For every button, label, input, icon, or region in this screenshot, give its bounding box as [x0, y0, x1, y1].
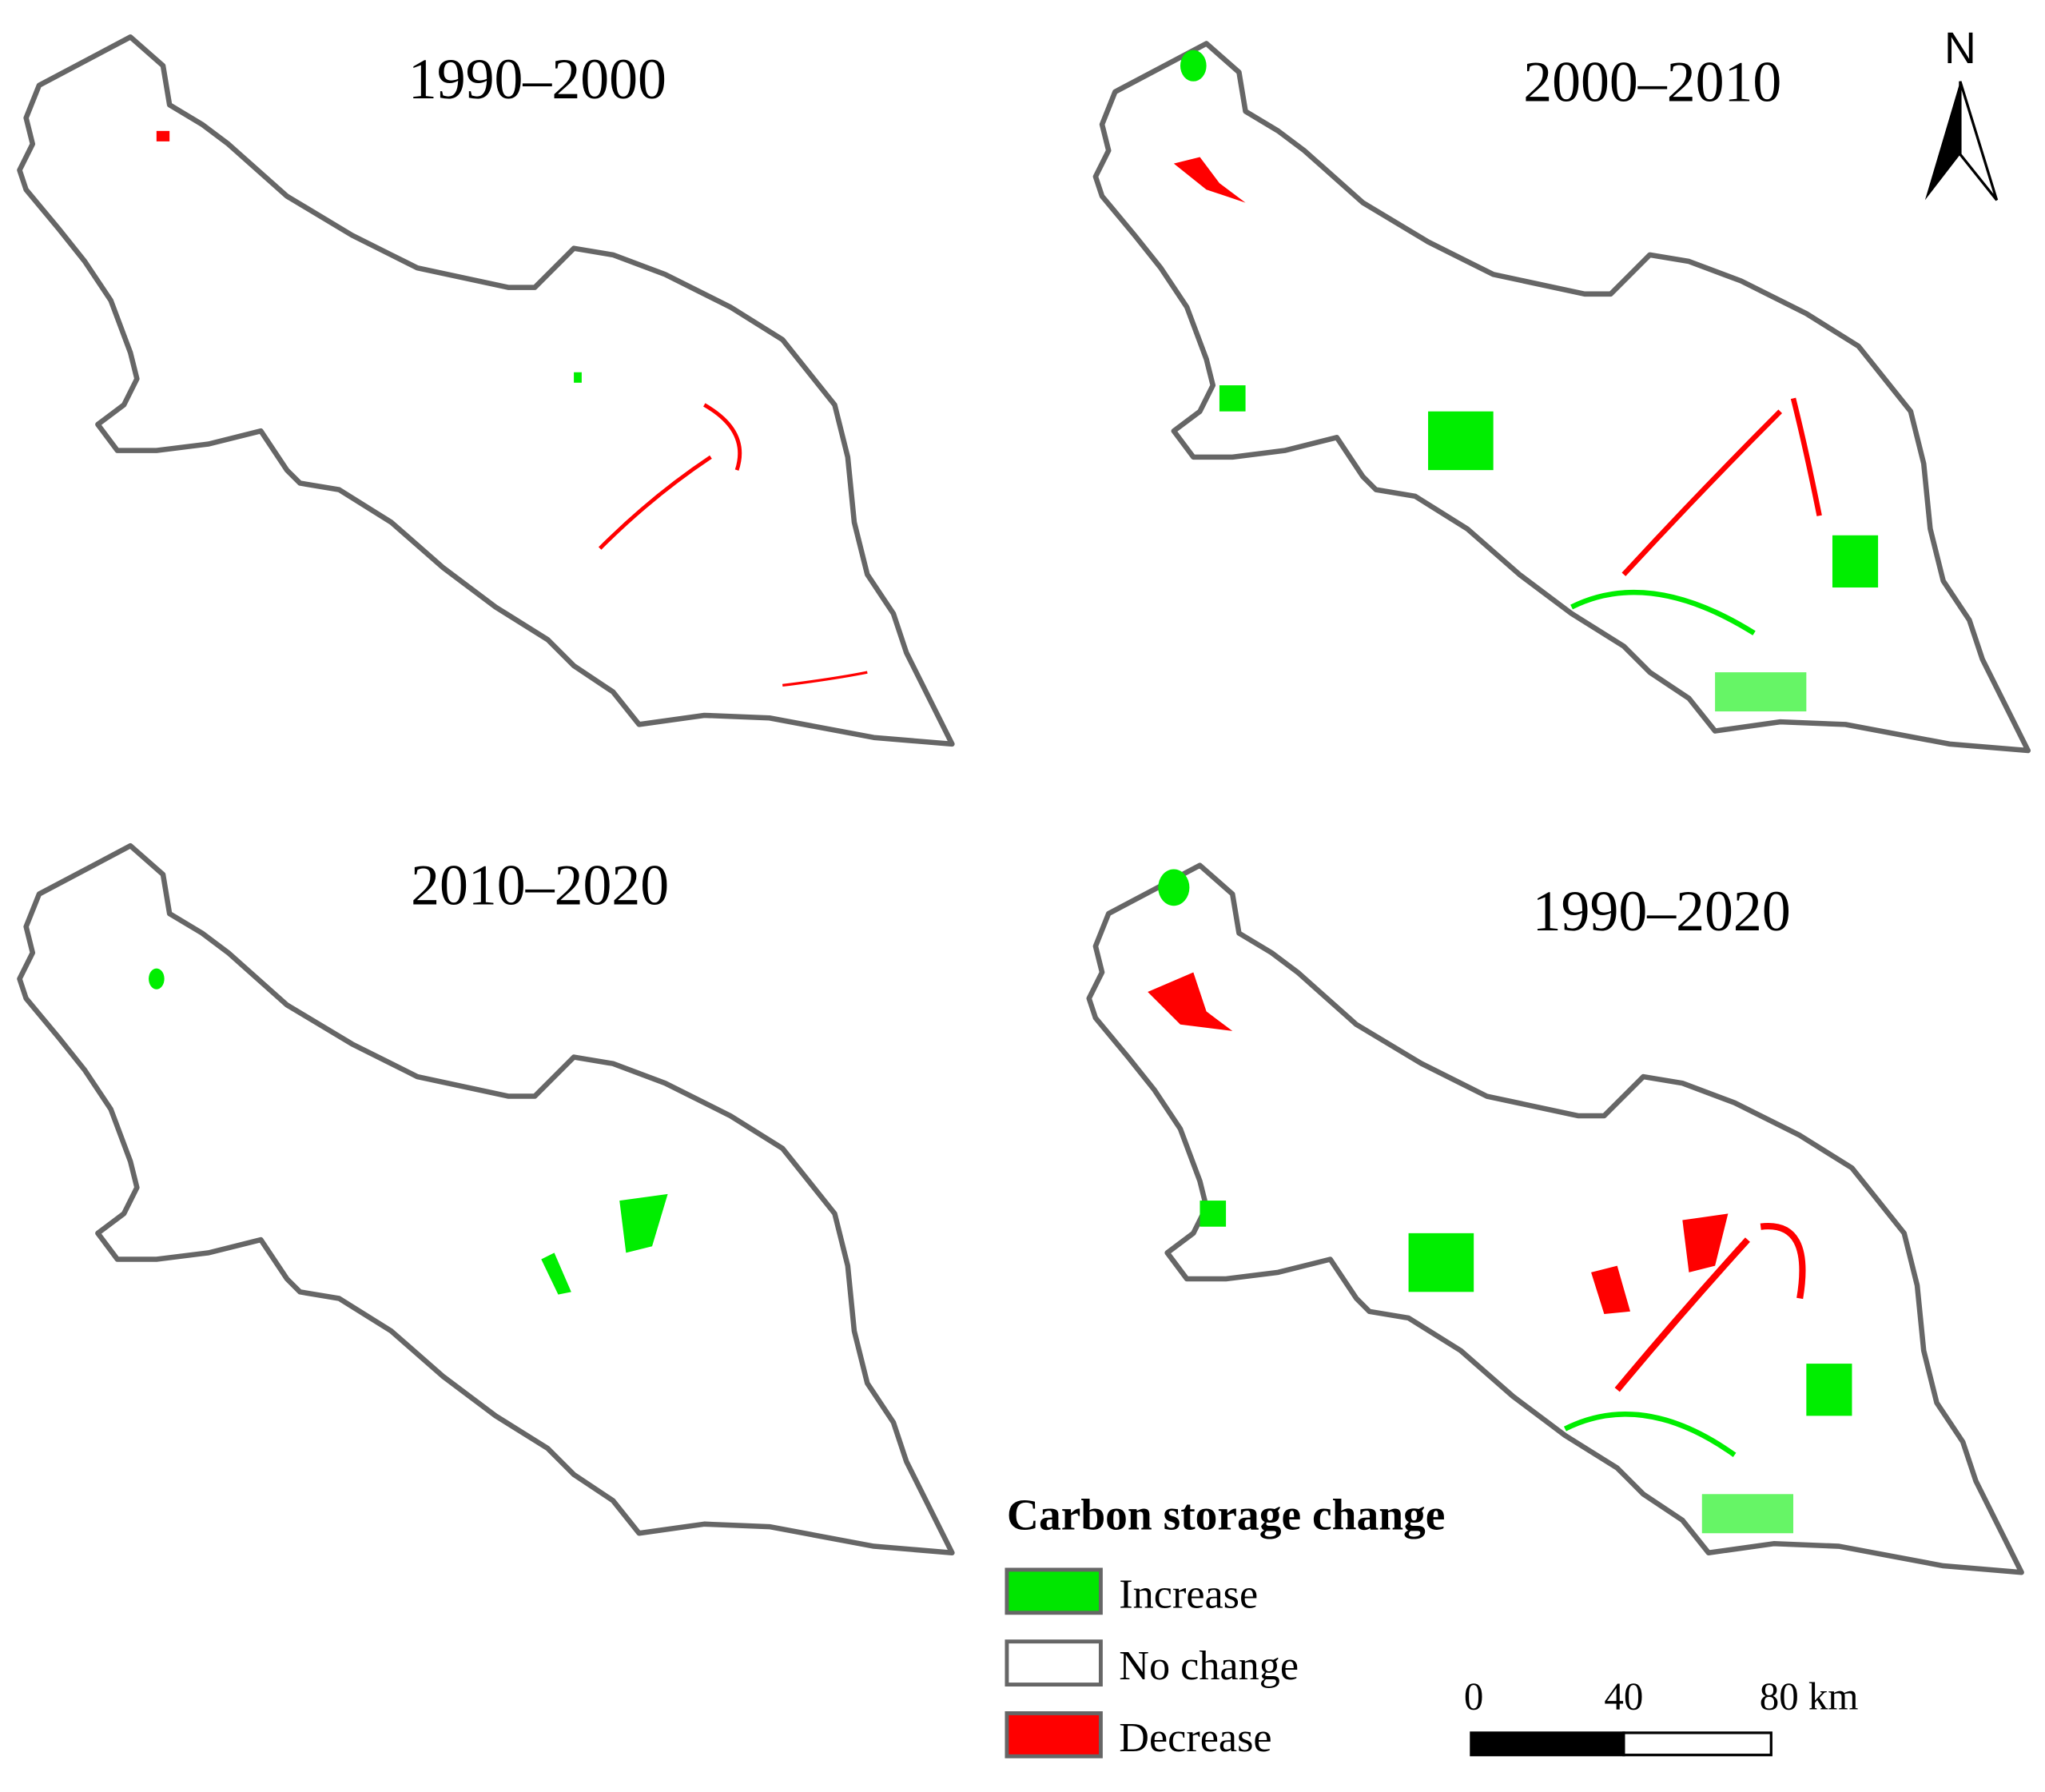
panel-title: 2000–2010	[1523, 50, 1781, 113]
decrease-area	[782, 671, 868, 687]
scale-label: 0	[1464, 1675, 1483, 1718]
north-arrow: N	[1924, 23, 1999, 201]
increase-area	[1180, 50, 1207, 82]
increase-area	[1219, 385, 1246, 412]
panel-title: 1990–2000	[408, 47, 666, 111]
legend-label: Increase	[1119, 1571, 1258, 1617]
increase-area	[1428, 411, 1494, 471]
increase-area	[1701, 1494, 1794, 1534]
increase-area	[1158, 869, 1190, 906]
decrease-area	[1173, 157, 1246, 203]
scale-label: 80 km	[1760, 1675, 1859, 1718]
map-panel	[1089, 866, 2022, 1573]
north-label: N	[1944, 23, 1976, 73]
basin-outline	[19, 37, 952, 744]
legend-label: Decrease	[1119, 1714, 1271, 1761]
decrease-area	[1621, 397, 1822, 576]
legend-swatch	[1005, 1711, 1103, 1758]
increase-area	[1408, 1232, 1474, 1292]
increase-area	[619, 1193, 668, 1253]
decrease-area	[1682, 1213, 1729, 1272]
decrease-area	[1614, 1223, 1806, 1392]
basin-outline	[1089, 866, 2022, 1573]
increase-area	[1806, 1364, 1852, 1416]
decrease-area	[1148, 972, 1233, 1031]
legend-label: No change	[1119, 1643, 1299, 1689]
legend-swatch	[1005, 1567, 1103, 1615]
increase-area	[541, 1252, 571, 1295]
map-panel	[19, 846, 952, 1553]
map-panel	[19, 37, 952, 744]
panel-title: 2010–2020	[411, 854, 669, 918]
arrow-half	[1924, 81, 1960, 201]
arrow-half	[1959, 81, 1999, 201]
increase-area	[574, 372, 582, 383]
increase-area	[1715, 672, 1807, 712]
legend: Increase No change Decrease	[1005, 1567, 1299, 1761]
map-panel	[1096, 43, 2028, 751]
scale-label: 40	[1604, 1675, 1643, 1718]
decrease-area	[598, 403, 742, 550]
legend-swatch	[1005, 1639, 1103, 1687]
scale-segment	[1470, 1731, 1625, 1757]
panel-title: 1990–2020	[1533, 879, 1791, 943]
scale-bar: 0 40 80 km	[1464, 1675, 1859, 1757]
decrease-area	[1591, 1265, 1631, 1315]
decrease-area	[156, 130, 170, 141]
increase-area	[1832, 535, 1879, 588]
increase-area	[1563, 1412, 1737, 1457]
legend-title: Carbon storage change	[1007, 1491, 1446, 1539]
increase-area	[1570, 589, 1756, 635]
increase-area	[1200, 1201, 1227, 1227]
basin-outline	[19, 846, 952, 1553]
scale-segment	[1622, 1731, 1772, 1757]
increase-area	[149, 968, 165, 990]
